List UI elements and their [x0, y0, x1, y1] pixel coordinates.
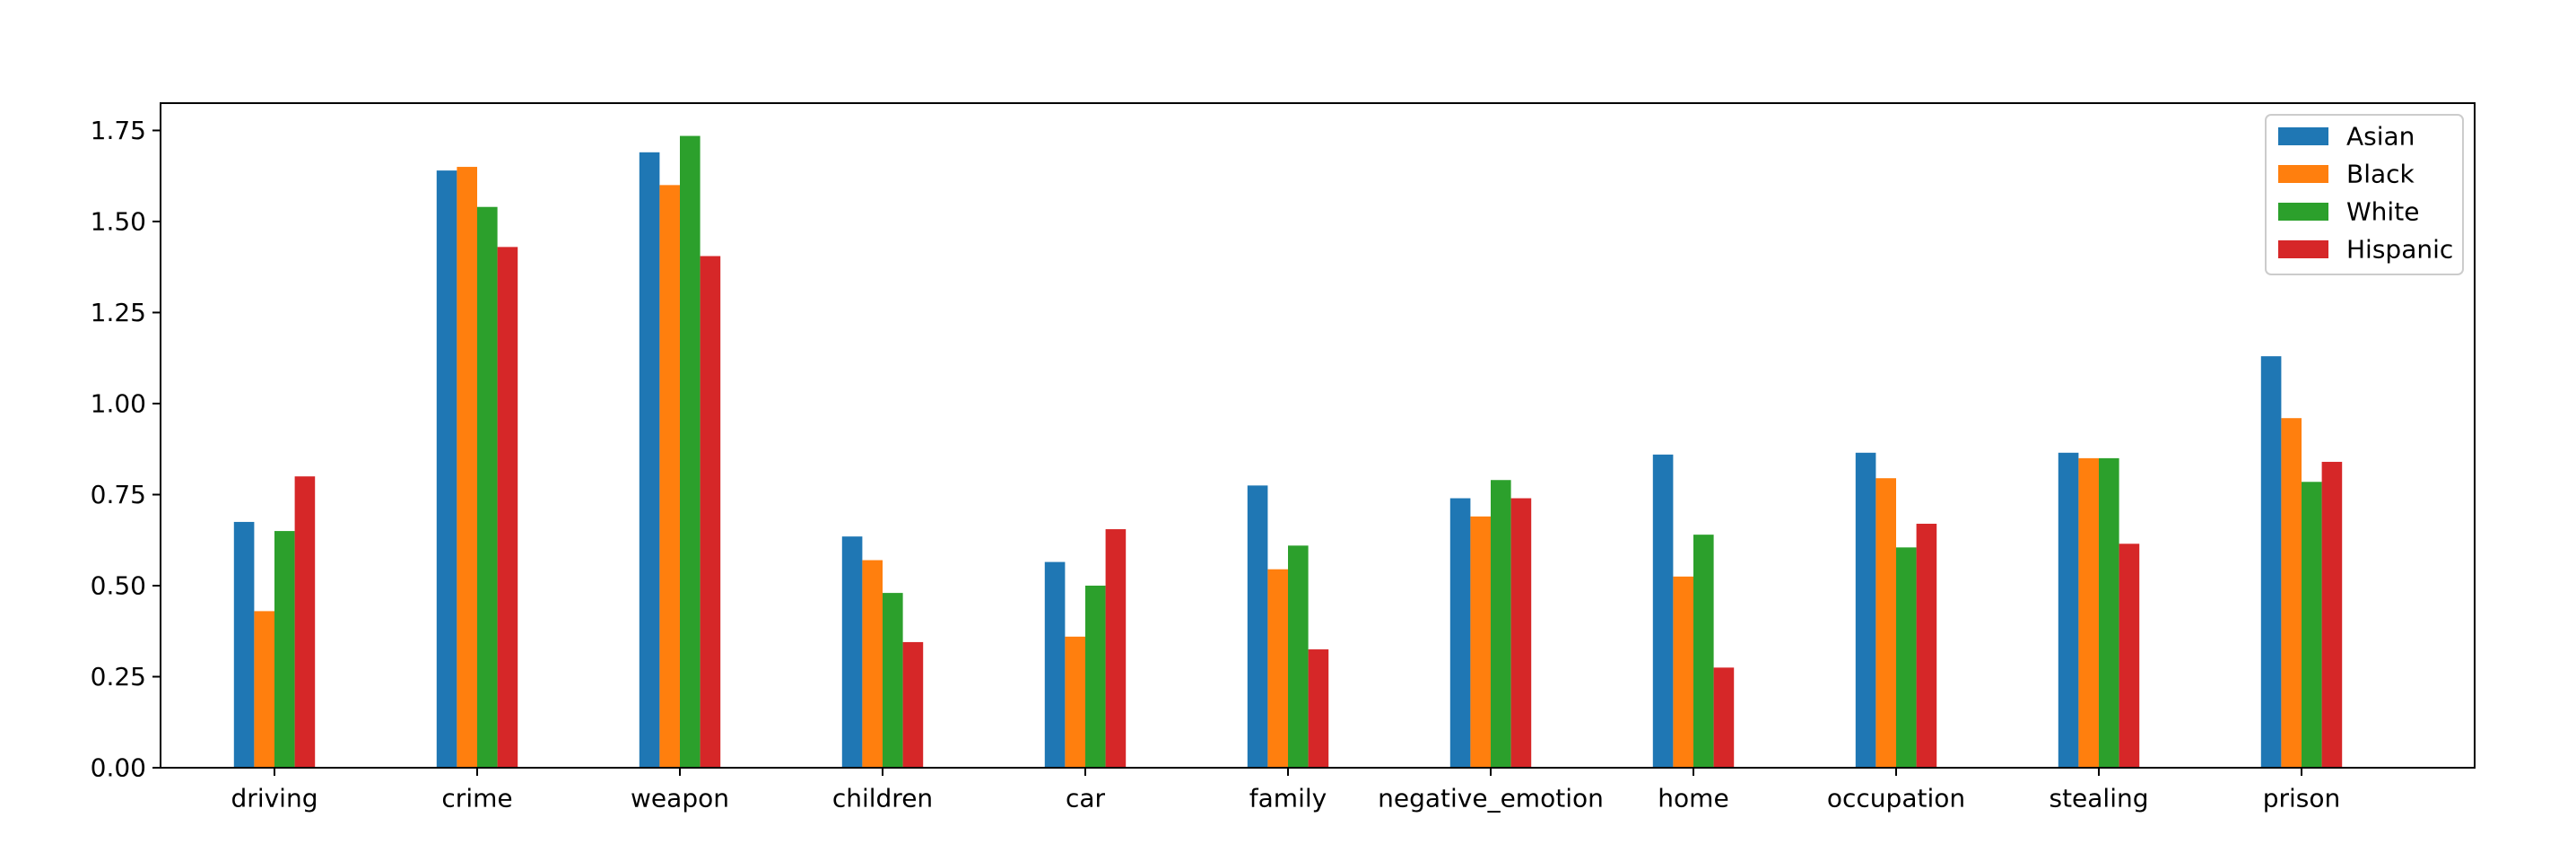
legend-swatch-hispanic	[2278, 240, 2328, 258]
y-tick-label: 1.75	[91, 116, 146, 145]
bar-asian-crime	[436, 170, 457, 769]
bar-hispanic-children	[902, 641, 924, 768]
y-axis: 0.00 0.25 0.50 0.75 1.00 1.25 1.50 1.75	[91, 116, 161, 783]
bar-hispanic-occupation	[1916, 523, 1937, 768]
legend-label-white: White	[2346, 197, 2419, 227]
legend-label-hispanic: Hispanic	[2346, 235, 2453, 265]
bar-white-weapon	[680, 135, 701, 768]
bar-black-family	[1267, 569, 1288, 768]
legend-box	[2265, 114, 2464, 275]
bar-asian-car	[1044, 561, 1066, 768]
legend-swatch-asian	[2278, 127, 2328, 145]
bar-white-occupation	[1896, 547, 1917, 768]
bar-white-stealing	[2099, 457, 2119, 768]
x-tick-label-family: family	[1249, 784, 1327, 813]
y-tick-label: 1.25	[91, 298, 146, 327]
legend-label-asian: Asian	[2346, 122, 2415, 152]
y-tick-label: 1.00	[91, 388, 146, 418]
bar-black-negative-emotion	[1470, 516, 1491, 768]
x-tick-label-driving: driving	[231, 784, 318, 813]
bars-group	[233, 135, 2343, 769]
bar-black-stealing	[2078, 457, 2099, 768]
bar-black-car	[1065, 636, 1085, 768]
bar-black-home	[1673, 576, 1693, 768]
bar-asian-occupation	[1855, 452, 1876, 768]
bar-hispanic-weapon	[700, 256, 721, 768]
plot-frame	[160, 102, 2476, 769]
x-tick-label-stealing: stealing	[2049, 784, 2148, 813]
legend-swatch-white	[2278, 203, 2328, 221]
bar-hispanic-crime	[497, 247, 518, 768]
y-tick-label: 1.50	[91, 206, 146, 236]
x-tick-label-car: car	[1066, 784, 1106, 813]
bar-black-children	[862, 560, 883, 768]
bar-asian-family	[1247, 485, 1268, 768]
x-tick-label-weapon: weapon	[631, 784, 729, 813]
bar-asian-negative-emotion	[1449, 498, 1471, 768]
y-tick-label: 0.50	[91, 570, 146, 600]
bar-asian-home	[1652, 454, 1674, 768]
bar-hispanic-negative-emotion	[1510, 498, 1532, 768]
bar-hispanic-driving	[294, 476, 316, 768]
legend-swatch-black	[2278, 165, 2328, 183]
bar-black-driving	[254, 611, 274, 768]
bar-white-home	[1693, 535, 1714, 768]
bar-hispanic-family	[1308, 649, 1329, 768]
bar-asian-prison	[2260, 356, 2282, 768]
x-tick-label-occupation: occupation	[1827, 784, 1965, 813]
legend-label-black: Black	[2346, 160, 2415, 189]
bar-black-occupation	[1875, 478, 1896, 768]
legend: Asian Black White Hispanic	[2265, 114, 2464, 275]
bar-asian-driving	[233, 521, 255, 768]
x-tick-label-children: children	[832, 784, 933, 813]
y-tick-label: 0.25	[91, 662, 146, 691]
bar-hispanic-home	[1713, 667, 1735, 768]
bar-black-prison	[2281, 418, 2302, 768]
bar-hispanic-prison	[2321, 461, 2343, 768]
bar-hispanic-stealing	[2119, 544, 2140, 768]
bar-white-children	[883, 593, 903, 768]
bar-black-crime	[457, 167, 477, 768]
x-tick-label-negative-emotion: negative_emotion	[1378, 784, 1604, 813]
bar-white-car	[1085, 585, 1106, 768]
x-tick-label-home: home	[1658, 784, 1728, 813]
bar-asian-weapon	[639, 152, 660, 768]
bar-hispanic-car	[1105, 529, 1127, 768]
y-tick-label: 0.00	[91, 753, 146, 783]
bar-white-driving	[274, 531, 295, 768]
bar-white-family	[1288, 545, 1309, 768]
bar-white-crime	[477, 206, 498, 769]
bar-white-negative-emotion	[1491, 480, 1511, 768]
x-tick-label-prison: prison	[2263, 784, 2341, 813]
x-axis: driving crime weapon children car family negat…	[231, 768, 2341, 813]
bar-asian-children	[841, 536, 863, 768]
x-tick-label-crime: crime	[441, 784, 512, 813]
bar-black-weapon	[659, 185, 680, 768]
y-tick-label: 0.75	[91, 480, 146, 509]
bar-white-prison	[2302, 482, 2322, 768]
bar-asian-stealing	[2058, 452, 2079, 768]
